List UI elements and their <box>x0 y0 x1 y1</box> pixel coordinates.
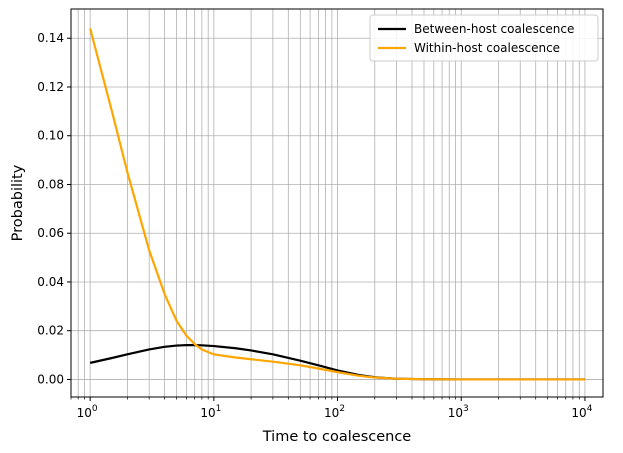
y-tick-label: 0.12 <box>37 80 64 94</box>
x-axis-label: Time to coalescence <box>262 429 412 445</box>
legend: Between-host coalescence Within-host coal… <box>369 14 599 62</box>
y-axis-ticks: 0.00 0.02 0.04 0.06 0.08 0.10 0.12 0.14 <box>37 31 71 386</box>
y-tick-label: 0.14 <box>37 31 64 45</box>
legend-label-1: Between-host coalescence <box>414 22 574 36</box>
x-tick-label: 103 <box>448 404 469 420</box>
x-tick-label: 101 <box>200 404 221 420</box>
y-tick-label: 0.04 <box>37 275 64 289</box>
legend-label-2: Within-host coalescence <box>414 41 560 55</box>
x-tick-label: 100 <box>77 404 98 420</box>
y-tick-label: 0.02 <box>37 324 64 338</box>
grid <box>70 9 603 397</box>
series-lines <box>89 28 585 381</box>
y-tick-label: 0.00 <box>37 372 64 386</box>
y-tick-label: 0.10 <box>37 129 64 143</box>
y-tick-label: 0.06 <box>37 226 64 240</box>
plot-frame <box>70 8 604 398</box>
x-tick-label: 104 <box>571 404 592 420</box>
y-axis-label: Probability <box>10 164 26 241</box>
legend-box <box>369 14 599 62</box>
x-tick-label: 102 <box>324 404 345 420</box>
series-line-2 <box>89 28 585 381</box>
x-axis-ticks: 100 101 102 103 104 <box>70 397 593 420</box>
y-tick-label: 0.08 <box>37 177 64 191</box>
